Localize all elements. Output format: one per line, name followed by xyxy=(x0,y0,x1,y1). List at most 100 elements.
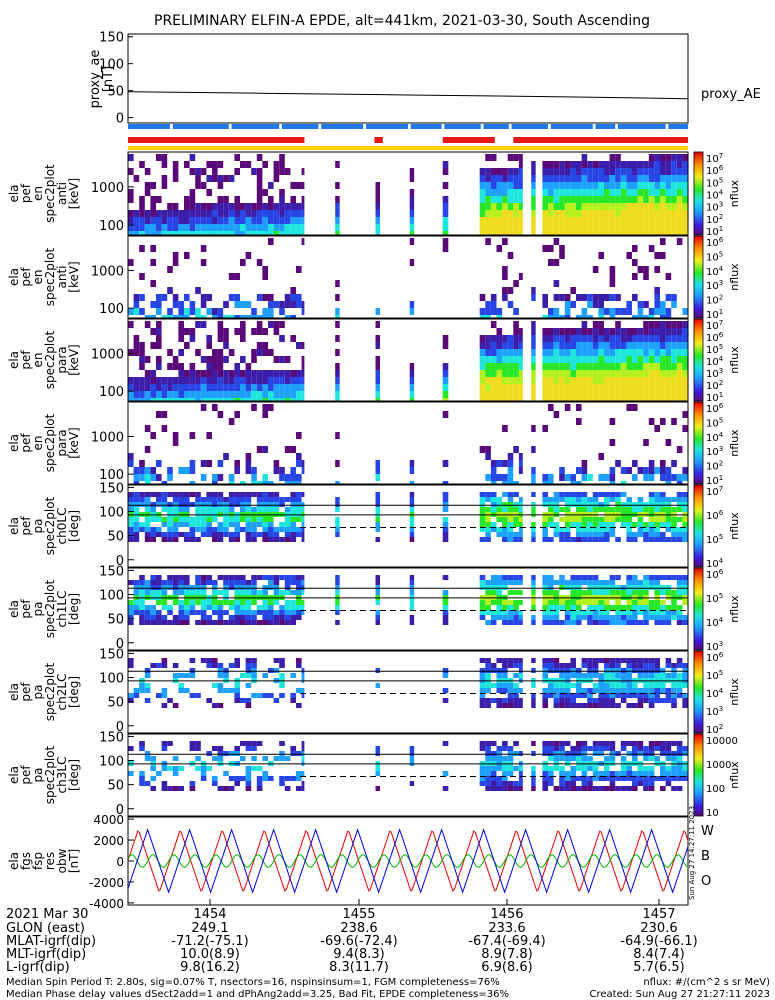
heatmap-cell xyxy=(626,175,632,182)
heatmap-cell xyxy=(290,751,296,756)
heatmap-cell xyxy=(139,474,145,481)
heatmap-cell xyxy=(598,683,604,688)
heatmap-cell xyxy=(189,605,196,610)
heatmap-cell xyxy=(172,502,179,507)
heatmap-cell xyxy=(637,522,644,527)
heatmap-cell xyxy=(296,615,302,620)
heatmap-cell xyxy=(660,600,666,605)
heatmap-cell xyxy=(178,335,184,342)
heatmap-cell xyxy=(581,210,588,217)
heatmap-cell xyxy=(234,746,240,751)
heatmap-cell xyxy=(485,580,491,585)
heatmap-cell xyxy=(518,328,523,335)
heatmap-cell xyxy=(409,175,415,182)
heatmap-cell xyxy=(206,517,212,522)
heatmap-cell xyxy=(496,308,503,315)
colorbar-tick-label: 105 xyxy=(706,416,723,429)
heatmap-cell xyxy=(133,301,140,308)
heatmap-cell xyxy=(296,210,302,217)
heatmap-cell xyxy=(648,585,655,590)
heatmap-cell xyxy=(559,294,565,301)
heatmap-cell xyxy=(409,517,415,522)
heatmap-cell xyxy=(133,342,140,349)
heatmap-cell xyxy=(559,683,565,688)
heatmap-cell xyxy=(626,335,632,342)
heatmap-cell xyxy=(502,703,508,708)
heatmap-cell xyxy=(375,537,380,542)
heatmap-cell xyxy=(409,238,415,245)
heatmap-cell xyxy=(637,189,644,196)
heatmap-cell xyxy=(279,321,285,328)
heatmap-cell xyxy=(167,391,173,398)
heatmap-cell xyxy=(671,605,677,610)
heatmap-cell xyxy=(245,467,252,474)
heatmap-cell xyxy=(676,610,683,615)
heatmap-cell xyxy=(479,507,486,512)
heatmap-cell xyxy=(592,492,599,497)
y-tick-label: 50 xyxy=(107,696,124,711)
heatmap-cell xyxy=(643,610,649,615)
heatmap-cell xyxy=(240,507,246,512)
heatmap-cell xyxy=(604,224,610,231)
heatmap-cell xyxy=(548,688,554,693)
heatmap-cell xyxy=(184,328,190,335)
heatmap-cell xyxy=(223,580,229,585)
heatmap-cell xyxy=(548,210,554,217)
heatmap-cell xyxy=(676,182,683,189)
heatmap-cell xyxy=(279,590,285,595)
heatmap-cell xyxy=(240,356,246,363)
heatmap-cell xyxy=(496,182,503,189)
y-tick-label: 0 xyxy=(116,637,124,652)
heatmap-cell xyxy=(682,154,688,161)
heatmap-cell xyxy=(133,590,140,595)
heatmap-cell xyxy=(178,492,184,497)
colorbar-tick-label: 105 xyxy=(706,176,723,189)
heatmap-cell xyxy=(167,620,173,625)
heatmap-cell xyxy=(485,384,491,391)
heatmap-cell xyxy=(654,620,660,625)
heatmap-cell xyxy=(490,575,497,580)
heatmap-cell xyxy=(518,766,523,771)
colorbar-tick-label: 106 xyxy=(706,568,724,581)
heatmap-cell xyxy=(531,425,536,432)
heatmap-cell xyxy=(598,308,604,315)
heatmap-cell xyxy=(513,210,519,217)
heatmap-cell xyxy=(240,580,246,585)
heatmap-cell xyxy=(665,349,672,356)
heatmap-cell xyxy=(676,384,683,391)
heatmap-cell xyxy=(279,301,285,308)
heatmap-cell xyxy=(518,182,523,189)
heatmap-cell xyxy=(548,502,554,507)
heatmap-cell xyxy=(570,663,576,668)
panel-spec2plot_anti_perp: 1000100elapefenspec2plotanti[keV]1061051… xyxy=(7,235,741,322)
heatmap-cell xyxy=(507,703,514,708)
heatmap-cell xyxy=(598,391,604,398)
heatmap-cell xyxy=(284,217,291,224)
heatmap-cell xyxy=(217,492,224,497)
heatmap-cell xyxy=(542,741,548,746)
heatmap-cell xyxy=(682,210,688,217)
heatmap-cell xyxy=(273,668,280,673)
heatmap-cell xyxy=(604,688,610,693)
heatmap-cell xyxy=(167,517,173,522)
heatmap-cell xyxy=(335,610,340,615)
heatmap-cell xyxy=(531,175,536,182)
heatmap-cell xyxy=(592,224,599,231)
heatmap-cell xyxy=(609,266,616,273)
heatmap-cell xyxy=(615,673,621,678)
heatmap-cell xyxy=(564,693,571,698)
heatmap-cell xyxy=(256,189,263,196)
heatmap-cell xyxy=(178,384,184,391)
heatmap-cell xyxy=(234,781,240,786)
heatmap-cell xyxy=(128,605,134,610)
heatmap-cell xyxy=(682,370,688,377)
heatmap-cell xyxy=(409,467,415,474)
heatmap-cell xyxy=(335,308,340,315)
colorbar-tick-label: 106 xyxy=(706,331,724,344)
heatmap-cell xyxy=(507,168,514,175)
heatmap-cell xyxy=(531,507,536,512)
colorbar-tick-label: 106 xyxy=(706,651,724,664)
heatmap-cell xyxy=(570,693,576,698)
heatmap-cell xyxy=(654,266,660,273)
heatmap-cell xyxy=(615,590,621,595)
